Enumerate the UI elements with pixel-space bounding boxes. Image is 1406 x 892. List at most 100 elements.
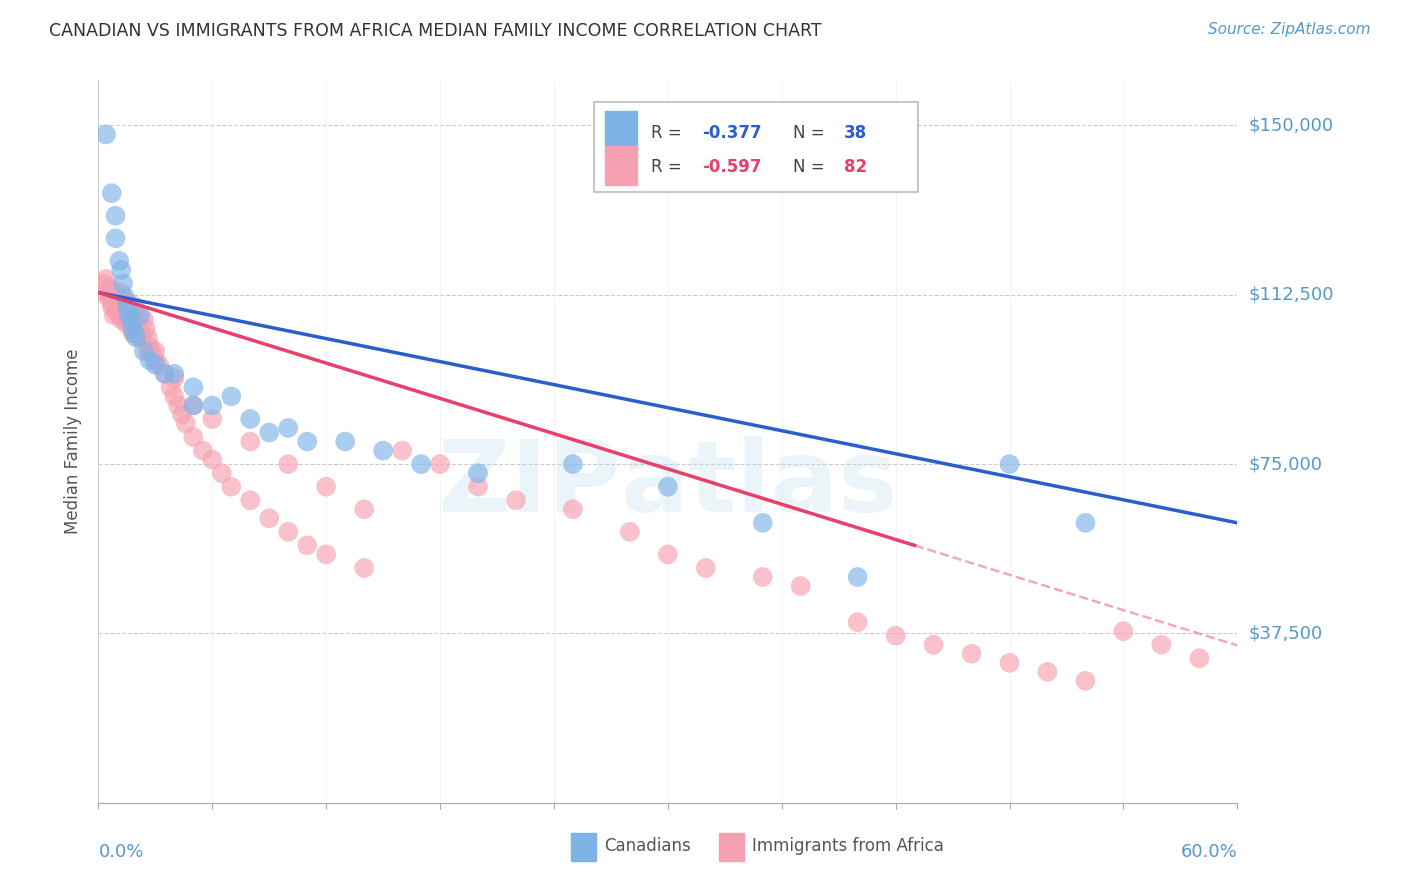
Point: [211, 466, 233, 480]
Text: 38: 38: [845, 124, 868, 142]
Point: [429, 457, 451, 471]
Point: [145, 344, 167, 359]
Point: [1074, 516, 1097, 530]
Point: [183, 430, 205, 444]
Point: [93, 277, 115, 291]
Point: [315, 480, 337, 494]
Point: [104, 209, 127, 223]
Point: [129, 308, 152, 322]
Point: [174, 417, 197, 431]
Point: [167, 398, 190, 412]
Point: [259, 511, 281, 525]
Point: [998, 457, 1021, 471]
Point: [371, 443, 394, 458]
Point: [100, 186, 122, 201]
Point: [138, 353, 160, 368]
Point: [110, 312, 132, 326]
Point: [239, 412, 262, 426]
Point: [467, 480, 489, 494]
Point: [752, 570, 775, 584]
Point: [846, 615, 869, 630]
Point: [619, 524, 641, 539]
Point: [124, 299, 146, 313]
Point: [131, 331, 153, 345]
Point: [104, 231, 127, 245]
Point: [657, 480, 679, 494]
Point: [97, 290, 120, 304]
Point: [153, 367, 176, 381]
Point: [998, 656, 1021, 670]
Point: [183, 398, 205, 412]
Text: $37,500: $37,500: [1249, 624, 1323, 642]
Point: [108, 308, 131, 322]
Text: Canadians: Canadians: [605, 838, 690, 855]
Text: Source: ZipAtlas.com: Source: ZipAtlas.com: [1208, 22, 1371, 37]
Point: [121, 326, 143, 340]
Text: R =: R =: [651, 159, 686, 177]
Point: [121, 321, 143, 335]
Point: [335, 434, 357, 449]
Point: [148, 358, 170, 372]
Text: N =: N =: [793, 159, 830, 177]
Point: [277, 421, 299, 435]
Point: [467, 466, 489, 480]
Point: [221, 389, 243, 403]
Point: [922, 638, 945, 652]
Text: 82: 82: [845, 159, 868, 177]
Point: [138, 340, 160, 354]
Text: Immigrants from Africa: Immigrants from Africa: [752, 838, 943, 855]
Point: [163, 367, 186, 381]
Point: [1074, 673, 1097, 688]
Point: [120, 312, 142, 326]
Text: $75,000: $75,000: [1249, 455, 1323, 473]
Point: [846, 570, 869, 584]
Y-axis label: Median Family Income: Median Family Income: [65, 349, 83, 534]
Point: [191, 443, 214, 458]
Point: [97, 285, 120, 300]
Text: CANADIAN VS IMMIGRANTS FROM AFRICA MEDIAN FAMILY INCOME CORRELATION CHART: CANADIAN VS IMMIGRANTS FROM AFRICA MEDIA…: [49, 22, 823, 40]
Point: [1188, 651, 1211, 665]
Point: [657, 548, 679, 562]
Point: [118, 308, 141, 322]
Point: [136, 331, 159, 345]
Text: $150,000: $150,000: [1249, 117, 1334, 135]
Point: [411, 457, 433, 471]
Point: [183, 398, 205, 412]
Point: [153, 367, 176, 381]
Text: N =: N =: [793, 124, 830, 142]
Point: [297, 434, 319, 449]
Point: [315, 548, 337, 562]
Point: [960, 647, 983, 661]
Point: [125, 331, 148, 345]
Point: [104, 303, 127, 318]
Point: [121, 321, 143, 335]
Point: [277, 457, 299, 471]
Text: $112,500: $112,500: [1249, 285, 1334, 304]
FancyBboxPatch shape: [593, 102, 918, 193]
Point: [201, 452, 224, 467]
Point: [120, 308, 142, 322]
Point: [94, 272, 117, 286]
Point: [114, 290, 136, 304]
Point: [1036, 665, 1059, 679]
Point: [103, 308, 125, 322]
Point: [1150, 638, 1173, 652]
Point: [183, 380, 205, 394]
Point: [129, 331, 152, 345]
Point: [239, 434, 262, 449]
Point: [127, 317, 149, 331]
Point: [1112, 624, 1135, 639]
Point: [115, 294, 138, 309]
Point: [695, 561, 717, 575]
Point: [353, 561, 375, 575]
Point: [100, 299, 122, 313]
Text: R =: R =: [651, 124, 686, 142]
Point: [132, 344, 155, 359]
Point: [170, 408, 193, 422]
Point: [125, 308, 148, 322]
Point: [562, 502, 585, 516]
Point: [129, 326, 152, 340]
Point: [790, 579, 813, 593]
Point: [391, 443, 413, 458]
Point: [141, 344, 163, 359]
